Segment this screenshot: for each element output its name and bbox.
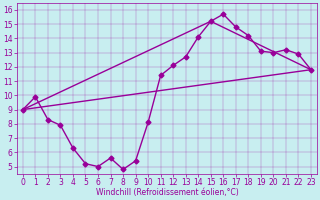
X-axis label: Windchill (Refroidissement éolien,°C): Windchill (Refroidissement éolien,°C) xyxy=(96,188,238,197)
